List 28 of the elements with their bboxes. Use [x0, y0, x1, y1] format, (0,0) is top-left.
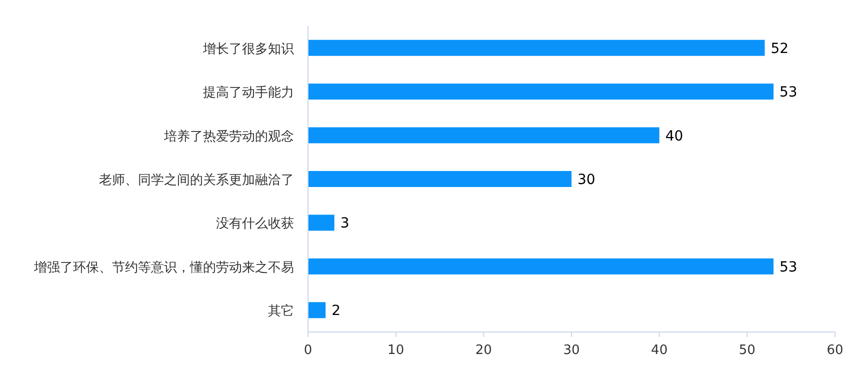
data-label: 40: [665, 128, 684, 144]
x-tick-label: 30: [563, 343, 580, 358]
data-label: 53: [780, 84, 798, 101]
x-tick-label: 0: [304, 343, 312, 358]
x-tick-label: 50: [738, 343, 756, 358]
y-tick-label: 没有什么收获: [216, 216, 294, 232]
y-tick-label: 增强了环保、节约等意识，懂的劳动来之不易: [33, 260, 294, 276]
y-tick-label: 老师、同学之间的关系更加融洽了: [99, 173, 294, 188]
x-tick-label: 40: [651, 343, 668, 358]
bar: [308, 302, 326, 318]
x-tick-label: 20: [475, 343, 492, 358]
bar: [308, 214, 334, 231]
data-label: 52: [770, 40, 789, 57]
y-tick-label: 培养了热爱劳动的观念: [163, 128, 294, 144]
data-label: 53: [780, 259, 798, 276]
data-label: 30: [578, 172, 596, 188]
y-tick-label: 增长了很多知识: [202, 42, 294, 57]
y-tick-label: 提高了动手能力: [203, 84, 294, 101]
x-tick-label: 10: [388, 343, 404, 358]
data-label: 2: [332, 303, 340, 320]
bar: [308, 258, 774, 274]
data-label: 3: [340, 216, 350, 232]
bar: [308, 171, 572, 187]
x-tick-label: 60: [826, 343, 844, 358]
y-tick-label: 其它: [268, 303, 294, 320]
bar: [308, 40, 765, 56]
bar: [308, 127, 660, 144]
bar: [308, 84, 774, 100]
